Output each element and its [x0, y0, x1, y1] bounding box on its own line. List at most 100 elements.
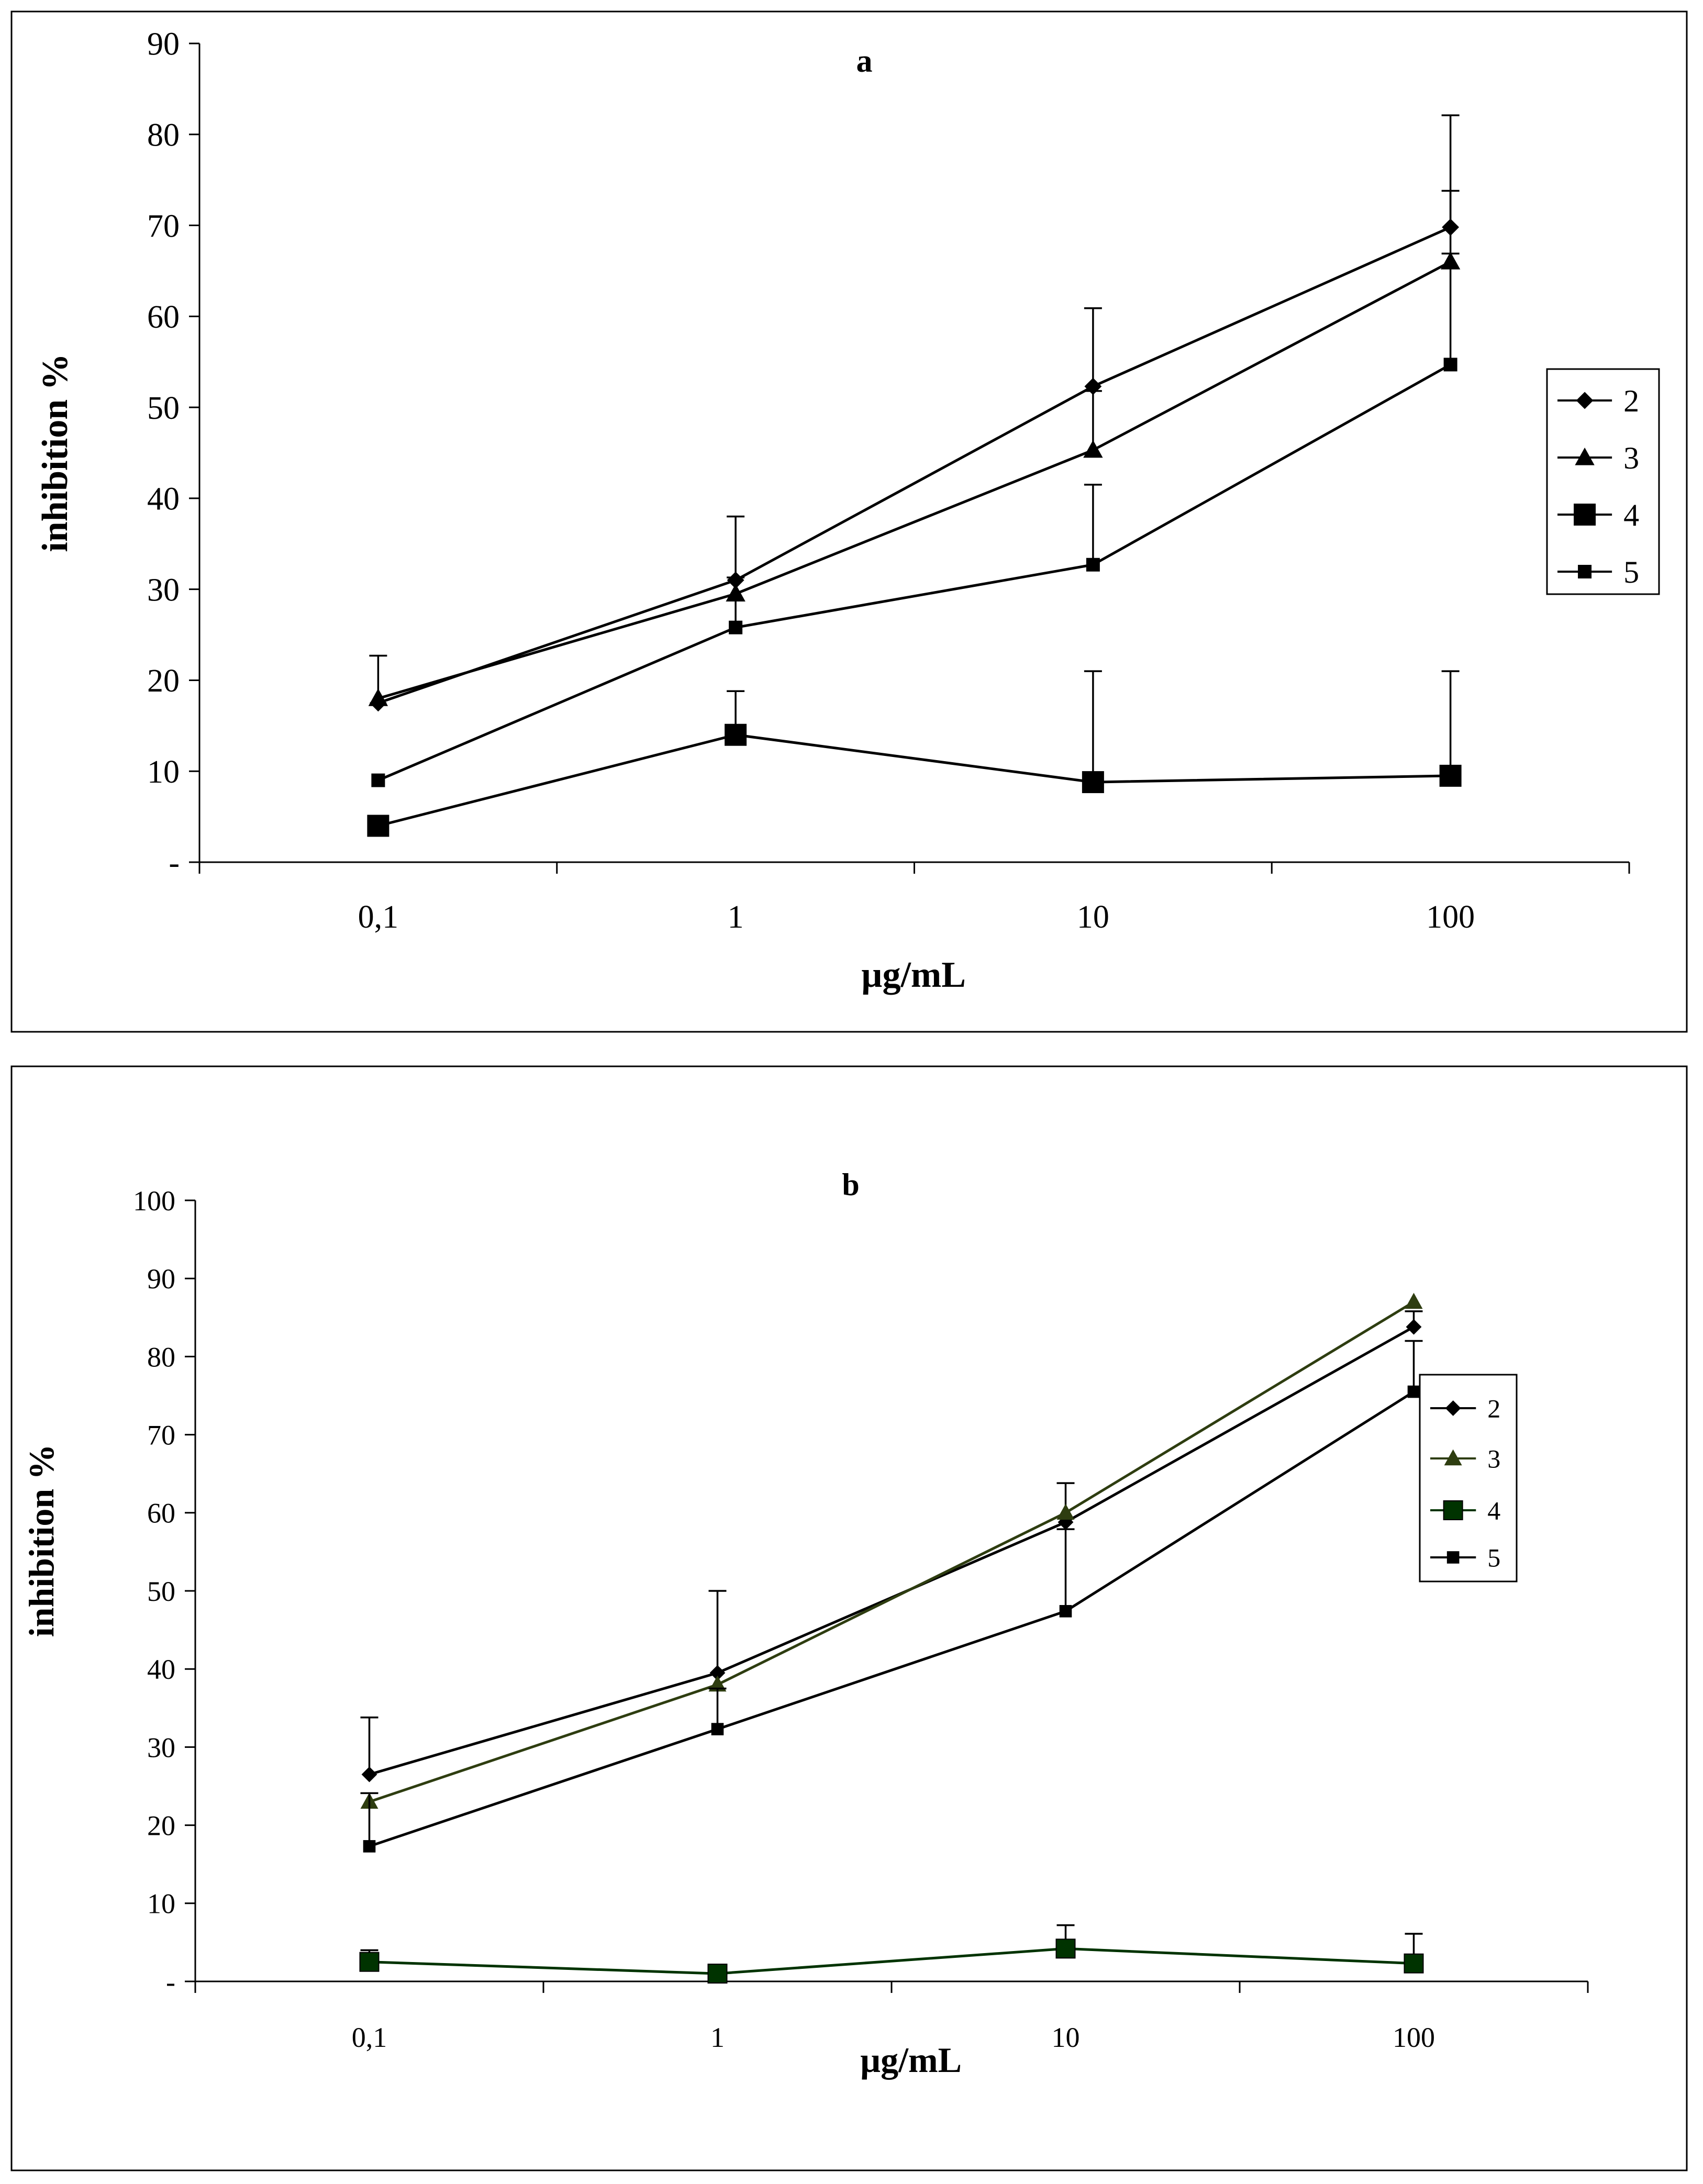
series-line: [369, 1947, 1414, 1975]
y-tick-label: -: [169, 845, 180, 881]
x-tick-label: 1: [710, 2022, 725, 2053]
x-tick-label: 1: [728, 899, 744, 935]
chart-panel-a: - 10 20 30 40 50 60 70 80 90 0,1 1 10 100 a µg/mL inhibi…: [10, 10, 1688, 1033]
data-point: [359, 1952, 380, 1972]
data-point: [361, 1766, 377, 1782]
data-point: [1407, 1385, 1420, 1398]
legend-marker: [1576, 392, 1594, 409]
series-4: [367, 670, 1462, 837]
legend-item-3: 3: [1557, 441, 1639, 475]
y-tick-label: -: [166, 1966, 175, 1998]
data-point: [368, 688, 388, 706]
y-tick-label: 70: [147, 1420, 175, 1451]
legend-marker: [1443, 1500, 1463, 1520]
legend-box: [1546, 368, 1660, 595]
legend-marker: [1444, 1449, 1462, 1466]
legend-item-5: 5: [1557, 555, 1639, 589]
legend: 2 3 4 5: [1546, 368, 1660, 595]
data-point: [363, 1840, 376, 1853]
series-line: [369, 1300, 1415, 1803]
y-tick-label: 80: [147, 117, 180, 153]
chart-panel-b: - 10 20 30 40 50 60 70 80 90 100 0,1 1 10 100 b µg/mL inh…: [10, 1065, 1688, 2171]
y-axis-title: inhibition %: [21, 1444, 61, 1637]
x-tick-label: 10: [1052, 2022, 1080, 2053]
y-tick-label: 60: [147, 299, 180, 335]
x-tick-label: 0,1: [352, 2022, 387, 2053]
data-point: [1404, 1953, 1424, 1974]
x-tick-label: 0,1: [358, 899, 399, 935]
legend-label: 5: [1487, 1543, 1500, 1573]
x-tick-label: 100: [1393, 2022, 1435, 2053]
data-point: [707, 1964, 728, 1984]
chart-title: b: [842, 1167, 859, 1202]
data-point: [1055, 1938, 1076, 1959]
y-tick-label: 10: [147, 754, 180, 790]
legend-marker: [1575, 447, 1595, 465]
y-tick-label: 60: [147, 1498, 175, 1529]
data-point: [1056, 1503, 1075, 1520]
legend-marker: [1445, 1400, 1461, 1416]
data-point: [1439, 764, 1462, 787]
series-5: [371, 252, 1460, 787]
y-tick-label: 10: [147, 1888, 175, 1920]
y-tick-label: 20: [147, 1810, 175, 1842]
series-3: [368, 190, 1461, 706]
x-axis-title: µg/mL: [860, 2040, 962, 2080]
data-point: [725, 723, 747, 746]
y-axis-title: inhibition %: [35, 353, 75, 552]
chart-title: a: [856, 43, 873, 79]
series-line: [377, 226, 1451, 705]
data-point: [1405, 1292, 1423, 1309]
y-tick-label: 100: [133, 1185, 175, 1217]
y-tick-label: 40: [147, 1654, 175, 1685]
y-tick-label: 30: [147, 1732, 175, 1763]
x-axis-title: µg/mL: [861, 955, 966, 995]
legend-item-4: 4: [1557, 498, 1639, 532]
legend-box: [1419, 1374, 1518, 1583]
legend-label: 3: [1487, 1444, 1500, 1474]
legend-label: 3: [1623, 441, 1639, 475]
series-line: [377, 260, 1451, 700]
data-point: [1443, 358, 1457, 372]
y-tick-label: 70: [147, 208, 180, 244]
y-tick-label: 90: [147, 27, 180, 62]
legend-label: 2: [1487, 1394, 1500, 1423]
series-line: [377, 733, 1451, 827]
data-point: [711, 1723, 724, 1735]
legend-item-4: 4: [1430, 1496, 1500, 1525]
legend-label: 4: [1487, 1496, 1500, 1525]
series-line: [369, 1390, 1415, 1848]
data-point: [729, 620, 743, 634]
y-tick-label: 50: [147, 1576, 175, 1607]
legend-label: 4: [1623, 498, 1639, 532]
x-tick-label: 10: [1077, 899, 1109, 935]
y-tick-label: 40: [147, 482, 180, 517]
series-4: [359, 1924, 1424, 1984]
legend: 2 3 4 5: [1419, 1374, 1518, 1583]
data-point: [1083, 440, 1103, 458]
legend-item-5: 5: [1430, 1543, 1500, 1573]
y-tick-label: 50: [147, 391, 180, 426]
data-point: [371, 773, 385, 787]
y-tick-label: 90: [147, 1263, 175, 1295]
legend-item-3: 3: [1430, 1444, 1500, 1474]
data-point: [1059, 1604, 1072, 1618]
legend-item-2: 2: [1430, 1394, 1500, 1423]
panel-border: [10, 10, 1688, 1033]
y-tick-label: 30: [147, 572, 180, 608]
legend-marker: [1578, 565, 1592, 578]
data-point: [1082, 771, 1104, 794]
x-tick-label: 100: [1426, 899, 1475, 935]
data-point: [1406, 1319, 1422, 1335]
data-point: [1086, 558, 1100, 572]
series-line: [377, 363, 1451, 782]
legend-label: 2: [1623, 384, 1639, 418]
legend-label: 5: [1623, 555, 1639, 589]
data-point: [367, 815, 389, 837]
legend-marker: [1574, 504, 1596, 526]
legend-item-2: 2: [1557, 384, 1639, 418]
legend-marker: [1446, 1551, 1460, 1564]
series-5: [360, 1340, 1423, 1853]
